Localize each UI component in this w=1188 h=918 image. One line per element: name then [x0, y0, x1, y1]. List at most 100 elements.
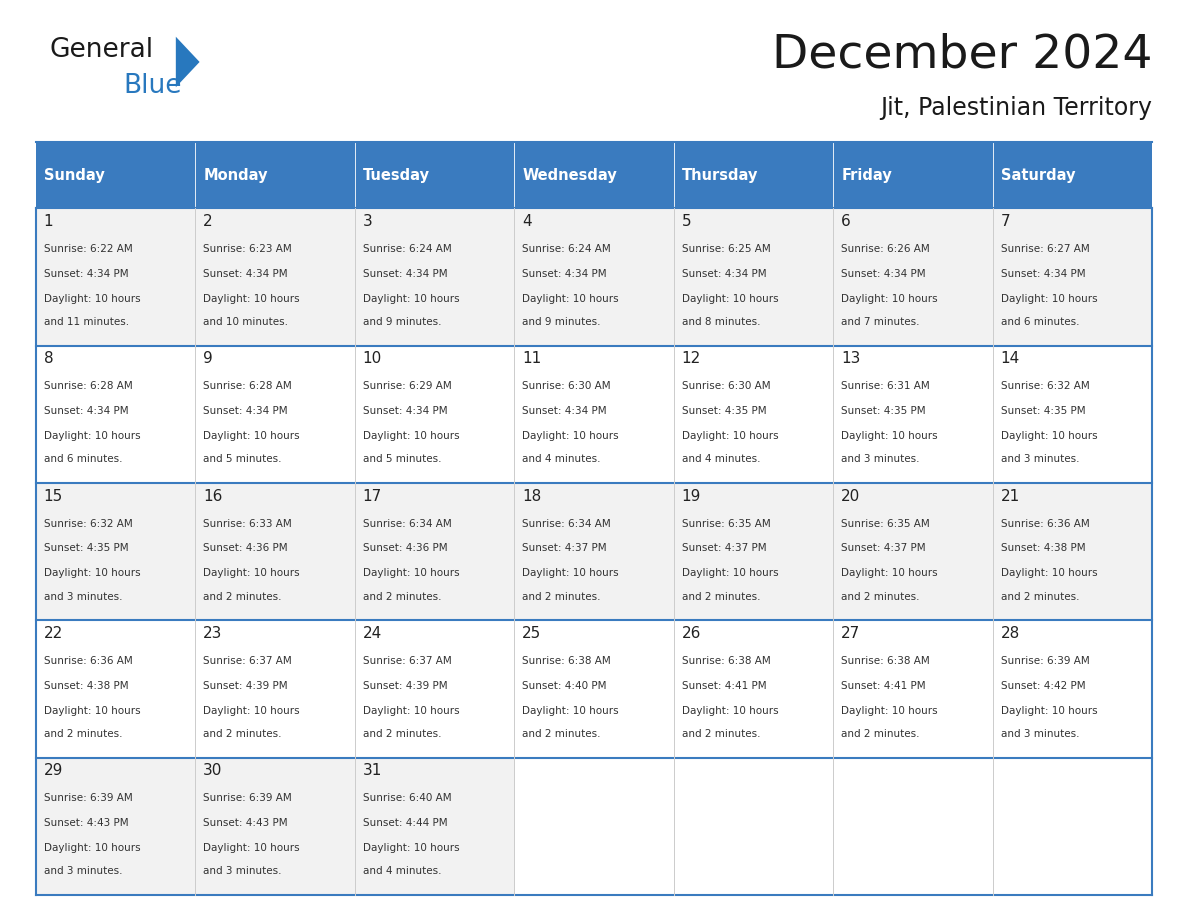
Bar — [355, 346, 514, 483]
Text: and 10 minutes.: and 10 minutes. — [203, 317, 289, 327]
Text: Sunrise: 6:30 AM: Sunrise: 6:30 AM — [682, 381, 770, 391]
Text: Sunset: 4:43 PM: Sunset: 4:43 PM — [203, 818, 287, 828]
Text: Blue: Blue — [124, 73, 182, 99]
Text: and 2 minutes.: and 2 minutes. — [841, 729, 920, 739]
Bar — [36, 757, 195, 895]
Text: 25: 25 — [523, 626, 542, 641]
Text: Daylight: 10 hours: Daylight: 10 hours — [1000, 706, 1098, 715]
Text: Sunrise: 6:38 AM: Sunrise: 6:38 AM — [682, 656, 771, 666]
Text: Sunset: 4:34 PM: Sunset: 4:34 PM — [362, 269, 448, 279]
Text: Daylight: 10 hours: Daylight: 10 hours — [44, 431, 140, 441]
Text: and 3 minutes.: and 3 minutes. — [841, 454, 920, 465]
Text: Sunrise: 6:30 AM: Sunrise: 6:30 AM — [523, 381, 611, 391]
Text: Daylight: 10 hours: Daylight: 10 hours — [841, 568, 937, 578]
Text: and 3 minutes.: and 3 minutes. — [1000, 454, 1080, 465]
Text: and 6 minutes.: and 6 minutes. — [44, 454, 122, 465]
Text: and 7 minutes.: and 7 minutes. — [841, 317, 920, 327]
Text: Sunset: 4:35 PM: Sunset: 4:35 PM — [44, 543, 128, 554]
Text: Sunrise: 6:28 AM: Sunrise: 6:28 AM — [203, 381, 292, 391]
Text: 26: 26 — [682, 626, 701, 641]
Text: Sunrise: 6:26 AM: Sunrise: 6:26 AM — [841, 244, 930, 254]
Text: Sunrise: 6:37 AM: Sunrise: 6:37 AM — [362, 656, 451, 666]
Text: Sunset: 4:38 PM: Sunset: 4:38 PM — [1000, 543, 1086, 554]
Text: Sunset: 4:39 PM: Sunset: 4:39 PM — [203, 681, 287, 691]
Text: December 2024: December 2024 — [772, 32, 1152, 77]
Text: Sunset: 4:34 PM: Sunset: 4:34 PM — [523, 406, 607, 416]
Text: 2: 2 — [203, 214, 213, 229]
Text: Daylight: 10 hours: Daylight: 10 hours — [841, 431, 937, 441]
Text: Daylight: 10 hours: Daylight: 10 hours — [203, 431, 299, 441]
Bar — [195, 757, 355, 895]
Text: Sunrise: 6:33 AM: Sunrise: 6:33 AM — [203, 519, 292, 529]
Text: Wednesday: Wednesday — [523, 168, 617, 183]
Text: Sunrise: 6:35 AM: Sunrise: 6:35 AM — [682, 519, 771, 529]
Bar — [993, 142, 1152, 208]
Bar — [833, 142, 993, 208]
Text: Sunset: 4:34 PM: Sunset: 4:34 PM — [203, 269, 287, 279]
Text: and 4 minutes.: and 4 minutes. — [523, 454, 601, 465]
Text: Daylight: 10 hours: Daylight: 10 hours — [523, 706, 619, 715]
Text: General: General — [50, 37, 154, 62]
Text: and 2 minutes.: and 2 minutes. — [523, 591, 601, 601]
Text: and 3 minutes.: and 3 minutes. — [1000, 729, 1080, 739]
Text: Sunset: 4:34 PM: Sunset: 4:34 PM — [44, 269, 128, 279]
Text: Daylight: 10 hours: Daylight: 10 hours — [44, 294, 140, 304]
Text: and 2 minutes.: and 2 minutes. — [362, 591, 441, 601]
Bar — [355, 483, 514, 621]
Text: 6: 6 — [841, 214, 851, 229]
Text: Daylight: 10 hours: Daylight: 10 hours — [44, 843, 140, 853]
Text: Daylight: 10 hours: Daylight: 10 hours — [523, 294, 619, 304]
Text: 15: 15 — [44, 488, 63, 504]
Text: 3: 3 — [362, 214, 372, 229]
Text: and 11 minutes.: and 11 minutes. — [44, 317, 128, 327]
Text: Sunrise: 6:29 AM: Sunrise: 6:29 AM — [362, 381, 451, 391]
Text: Sunrise: 6:36 AM: Sunrise: 6:36 AM — [44, 656, 132, 666]
Text: Sunrise: 6:24 AM: Sunrise: 6:24 AM — [362, 244, 451, 254]
Text: Thursday: Thursday — [682, 168, 758, 183]
Text: Daylight: 10 hours: Daylight: 10 hours — [682, 431, 778, 441]
Text: 31: 31 — [362, 763, 383, 778]
Text: Daylight: 10 hours: Daylight: 10 hours — [203, 843, 299, 853]
Text: Daylight: 10 hours: Daylight: 10 hours — [841, 706, 937, 715]
Text: Sunset: 4:35 PM: Sunset: 4:35 PM — [1000, 406, 1086, 416]
Text: Sunrise: 6:24 AM: Sunrise: 6:24 AM — [523, 244, 611, 254]
Bar — [355, 757, 514, 895]
Text: 23: 23 — [203, 626, 222, 641]
Text: 24: 24 — [362, 626, 381, 641]
Bar — [833, 483, 993, 621]
Text: 29: 29 — [44, 763, 63, 778]
Text: Sunrise: 6:40 AM: Sunrise: 6:40 AM — [362, 793, 451, 803]
Text: 21: 21 — [1000, 488, 1020, 504]
Text: Daylight: 10 hours: Daylight: 10 hours — [682, 568, 778, 578]
Text: and 2 minutes.: and 2 minutes. — [203, 591, 282, 601]
Text: Sunrise: 6:39 AM: Sunrise: 6:39 AM — [203, 793, 292, 803]
Text: Daylight: 10 hours: Daylight: 10 hours — [362, 568, 460, 578]
Text: Sunset: 4:44 PM: Sunset: 4:44 PM — [362, 818, 448, 828]
Text: Sunrise: 6:31 AM: Sunrise: 6:31 AM — [841, 381, 930, 391]
Bar — [674, 621, 833, 757]
Text: Sunrise: 6:22 AM: Sunrise: 6:22 AM — [44, 244, 132, 254]
Text: Sunset: 4:41 PM: Sunset: 4:41 PM — [682, 681, 766, 691]
Text: 18: 18 — [523, 488, 542, 504]
Bar — [36, 142, 195, 208]
Text: and 2 minutes.: and 2 minutes. — [203, 729, 282, 739]
Text: Sunrise: 6:39 AM: Sunrise: 6:39 AM — [44, 793, 132, 803]
Text: Daylight: 10 hours: Daylight: 10 hours — [362, 843, 460, 853]
Bar — [993, 346, 1152, 483]
Text: Sunrise: 6:36 AM: Sunrise: 6:36 AM — [1000, 519, 1089, 529]
Text: Sunset: 4:34 PM: Sunset: 4:34 PM — [523, 269, 607, 279]
Bar — [195, 346, 355, 483]
Text: 11: 11 — [523, 352, 542, 366]
Text: Sunset: 4:34 PM: Sunset: 4:34 PM — [1000, 269, 1086, 279]
Text: and 3 minutes.: and 3 minutes. — [203, 867, 282, 876]
Text: 12: 12 — [682, 352, 701, 366]
Text: 10: 10 — [362, 352, 381, 366]
Text: Friday: Friday — [841, 168, 892, 183]
Bar — [674, 142, 833, 208]
Bar — [514, 621, 674, 757]
Text: and 8 minutes.: and 8 minutes. — [682, 317, 760, 327]
Text: Daylight: 10 hours: Daylight: 10 hours — [682, 294, 778, 304]
Text: Sunset: 4:43 PM: Sunset: 4:43 PM — [44, 818, 128, 828]
Bar — [355, 621, 514, 757]
Text: 17: 17 — [362, 488, 381, 504]
